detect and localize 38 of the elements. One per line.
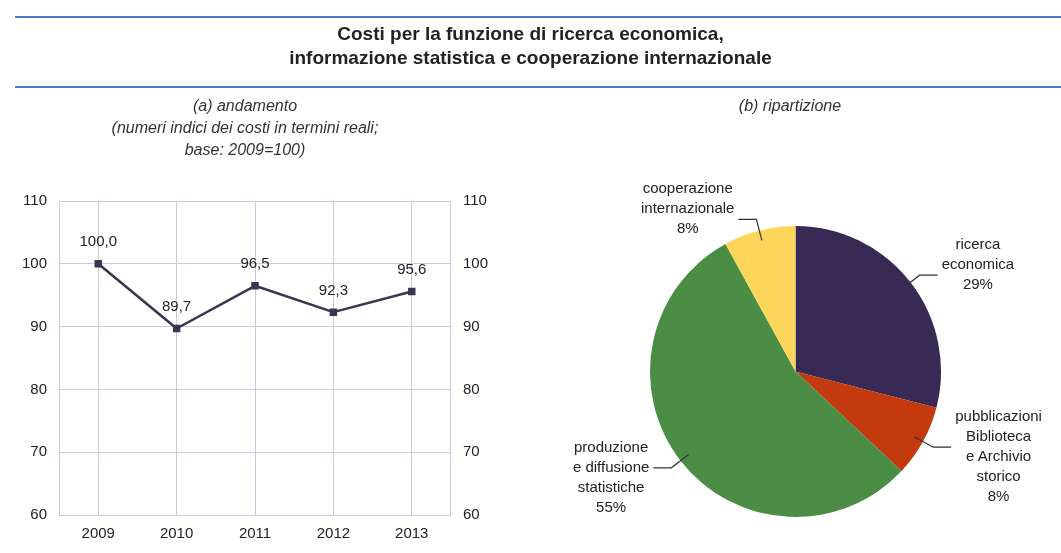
point [251,282,259,290]
slice-label: ricerca economica [941,235,1015,273]
data-label: 29% [962,275,993,293]
point [94,260,102,268]
y-tick-label: 100 [22,253,48,271]
y2-tick-label: 60 [462,505,480,523]
text: Costi per la funzione di ricerca economica, informazione statistica e cooperazione internazionale [288,22,773,70]
slice-label: cooperazione internazionale [641,179,735,217]
data-label: 89,7 [162,297,192,315]
data-label: 55% [596,497,627,515]
x-tick-label: 2009 [81,524,115,542]
x-tick-label: 2013 [395,524,429,542]
y-tick-label: 60 [30,505,48,523]
x-tick-label: 2011 [238,524,272,542]
y-tick-label: 80 [30,379,48,397]
slice-label: produzione e diffusione statistiche [572,437,650,495]
x-tick-label: 2012 [316,524,351,542]
y2-tick-label: 110 [462,191,487,209]
chart-subtitle: (b) ripartizione [737,96,843,116]
point [408,287,416,296]
point [172,324,181,333]
data-label: 96,5 [240,254,270,272]
y2-tick-label: 80 [462,379,480,397]
x-tick-label: 2010 [159,524,194,542]
y2-tick-label: 90 [462,316,480,334]
y-tick-label: 110 [23,191,48,209]
data-label: 92,3 [318,280,348,298]
data-label: 100,0 [79,232,117,250]
chart-subtitle: (a) andamento (numeri indici dei costi in termini reali; base: 2009=100) [110,96,380,160]
y2-tick-label: 100 [462,253,488,271]
y-tick-label: 70 [30,442,48,460]
y2-tick-label: 70 [462,442,480,460]
data-label: 8% [987,487,1010,505]
slice-label: pubblicazioni Biblioteca e Archivio storico [955,407,1042,485]
data-label: 95,6 [397,260,427,278]
y-tick-label: 90 [30,316,48,334]
data-label: 8% [676,219,699,237]
point [329,308,338,316]
